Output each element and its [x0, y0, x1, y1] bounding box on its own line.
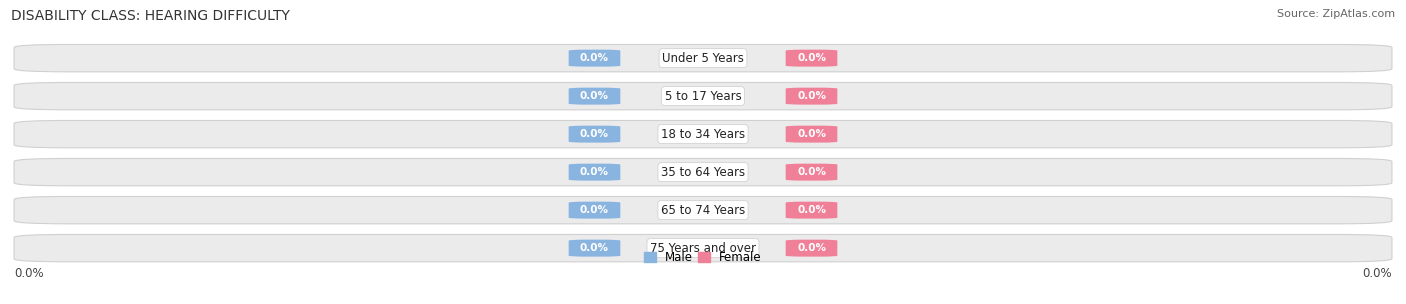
Text: DISABILITY CLASS: HEARING DIFFICULTY: DISABILITY CLASS: HEARING DIFFICULTY — [11, 9, 290, 23]
Legend: Male, Female: Male, Female — [644, 251, 762, 264]
Text: 0.0%: 0.0% — [581, 243, 609, 253]
FancyBboxPatch shape — [14, 120, 1392, 148]
Text: 0.0%: 0.0% — [1362, 267, 1392, 280]
Text: 5 to 17 Years: 5 to 17 Years — [665, 90, 741, 103]
FancyBboxPatch shape — [14, 44, 1392, 72]
FancyBboxPatch shape — [786, 202, 838, 219]
FancyBboxPatch shape — [786, 88, 838, 105]
Text: 0.0%: 0.0% — [797, 129, 825, 139]
FancyBboxPatch shape — [14, 196, 1392, 224]
Text: 0.0%: 0.0% — [797, 91, 825, 101]
FancyBboxPatch shape — [786, 50, 838, 67]
Text: 35 to 64 Years: 35 to 64 Years — [661, 166, 745, 179]
Text: 0.0%: 0.0% — [581, 91, 609, 101]
Text: 0.0%: 0.0% — [797, 53, 825, 63]
Text: Under 5 Years: Under 5 Years — [662, 52, 744, 65]
Text: 0.0%: 0.0% — [797, 205, 825, 215]
FancyBboxPatch shape — [786, 240, 838, 257]
Text: 0.0%: 0.0% — [581, 53, 609, 63]
Text: 0.0%: 0.0% — [14, 267, 44, 280]
FancyBboxPatch shape — [786, 164, 838, 181]
Text: 65 to 74 Years: 65 to 74 Years — [661, 204, 745, 217]
Text: 0.0%: 0.0% — [797, 243, 825, 253]
Text: Source: ZipAtlas.com: Source: ZipAtlas.com — [1277, 9, 1395, 19]
FancyBboxPatch shape — [568, 126, 620, 143]
FancyBboxPatch shape — [786, 126, 838, 143]
Text: 0.0%: 0.0% — [581, 129, 609, 139]
Text: 75 Years and over: 75 Years and over — [650, 242, 756, 255]
Text: 0.0%: 0.0% — [581, 167, 609, 177]
FancyBboxPatch shape — [568, 202, 620, 219]
FancyBboxPatch shape — [568, 50, 620, 67]
Text: 18 to 34 Years: 18 to 34 Years — [661, 128, 745, 141]
FancyBboxPatch shape — [568, 164, 620, 181]
FancyBboxPatch shape — [14, 158, 1392, 186]
FancyBboxPatch shape — [14, 82, 1392, 110]
Text: 0.0%: 0.0% — [797, 167, 825, 177]
FancyBboxPatch shape — [14, 234, 1392, 262]
FancyBboxPatch shape — [568, 88, 620, 105]
Text: 0.0%: 0.0% — [581, 205, 609, 215]
FancyBboxPatch shape — [568, 240, 620, 257]
